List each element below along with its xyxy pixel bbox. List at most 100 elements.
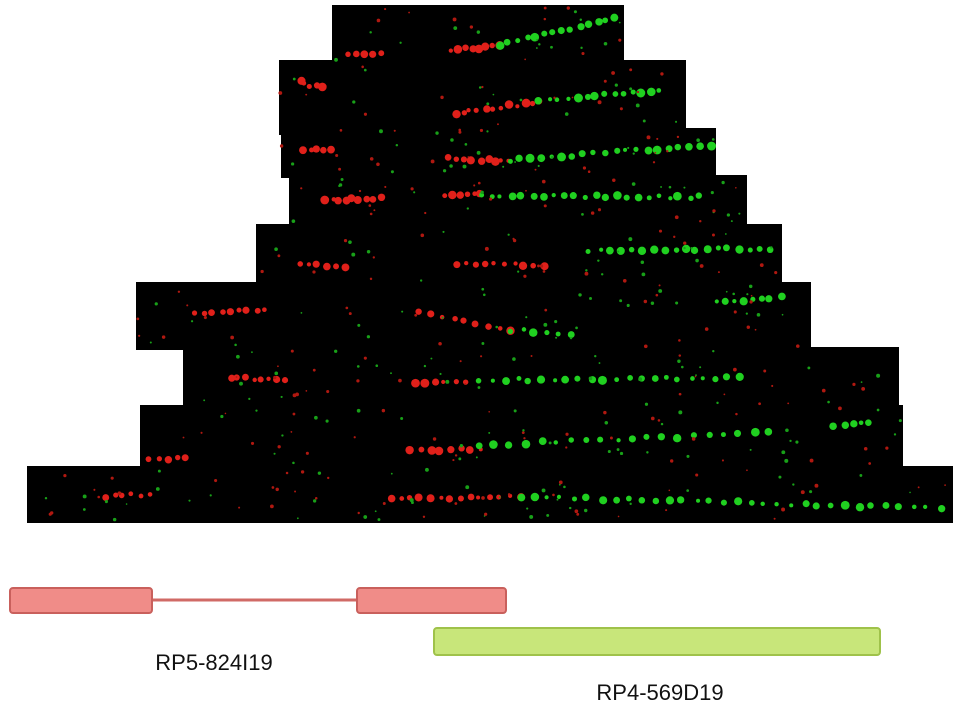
- signal-dot: [723, 373, 730, 380]
- signal-dot: [441, 380, 445, 384]
- signal-dot: [618, 516, 620, 518]
- signal-dot: [580, 47, 582, 49]
- signal-dot: [545, 495, 549, 499]
- signal-dot: [536, 47, 538, 49]
- signal-dot: [623, 148, 627, 152]
- signal-dot: [367, 250, 370, 253]
- signal-dot: [293, 413, 296, 416]
- signal-dot: [861, 381, 863, 383]
- signal-dot: [749, 285, 752, 288]
- signal-dot: [473, 262, 479, 268]
- signal-dot: [796, 344, 800, 348]
- signal-dot: [453, 17, 457, 21]
- signal-dot: [483, 293, 486, 296]
- signal-dot: [390, 372, 392, 374]
- signal-dot: [237, 308, 242, 313]
- signal-dot: [669, 490, 671, 492]
- signal-dot: [525, 316, 527, 318]
- signal-dot: [565, 433, 568, 436]
- signal-dot: [530, 101, 535, 106]
- signal-dot: [589, 297, 592, 300]
- signal-dot: [778, 293, 786, 301]
- signal-dot: [760, 502, 764, 506]
- signal-dot: [721, 432, 726, 437]
- signal-dot: [449, 48, 453, 52]
- signal-dot: [305, 94, 307, 96]
- signal-dot: [647, 195, 652, 200]
- signal-dot: [292, 219, 296, 223]
- signal-dot: [661, 247, 669, 255]
- signal-dot: [482, 261, 488, 267]
- signal-dot: [344, 239, 347, 242]
- signal-dot: [750, 449, 752, 451]
- signal-dot: [594, 355, 596, 357]
- signal-dot: [664, 375, 669, 380]
- signal-dot: [868, 462, 871, 465]
- signal-dot: [544, 7, 547, 10]
- signal-dot: [93, 489, 95, 491]
- signal-dot: [522, 440, 531, 449]
- signal-dot: [427, 494, 435, 502]
- signal-dot: [396, 144, 398, 146]
- signal-dot: [639, 497, 646, 504]
- signal-dot: [746, 469, 748, 471]
- signal-dot: [561, 192, 568, 199]
- signal-dot: [354, 196, 362, 204]
- signal-dot: [544, 330, 549, 335]
- signal-dot: [442, 193, 447, 198]
- signal-dot: [660, 186, 662, 188]
- signal-dot: [575, 509, 579, 513]
- signal-dot: [192, 310, 197, 315]
- signal-dot: [307, 84, 312, 89]
- signal-dot: [514, 161, 516, 163]
- signal-dot: [478, 182, 481, 185]
- signal-dot: [589, 377, 593, 381]
- signal-dot: [474, 108, 479, 113]
- signal-dot: [656, 294, 659, 297]
- signal-dot: [613, 191, 622, 200]
- signal-dot: [520, 99, 523, 102]
- signal-dot: [148, 492, 153, 497]
- signal-dot: [439, 373, 441, 375]
- signal-dot: [472, 321, 479, 328]
- signal-dot: [654, 152, 656, 154]
- signal-dot: [712, 233, 715, 236]
- signal-dot: [565, 112, 569, 116]
- page: RP5-824I19 RP4-569D19 (() => { const dat…: [0, 0, 953, 706]
- signal-dot: [314, 416, 318, 420]
- signal-dot: [363, 196, 370, 203]
- signal-dot: [885, 446, 888, 449]
- signal-dot: [399, 42, 401, 44]
- signal-dot: [490, 107, 495, 112]
- signal-dot: [318, 83, 327, 92]
- signal-dot: [338, 168, 341, 171]
- signal-dot: [618, 39, 621, 42]
- signal-dot: [297, 261, 303, 267]
- signal-dot: [575, 327, 578, 330]
- signal-dot: [367, 335, 370, 338]
- signal-dot: [715, 299, 719, 303]
- signal-dot: [105, 500, 108, 503]
- signal-dot: [637, 91, 639, 93]
- signal-dot: [453, 261, 460, 268]
- signal-dot: [550, 46, 553, 49]
- signal-dot: [335, 154, 338, 157]
- signal-dot: [865, 419, 872, 426]
- signal-dot: [454, 502, 457, 505]
- signal-dot: [696, 192, 702, 198]
- signal-dot: [424, 212, 426, 214]
- signal-dot: [712, 350, 714, 352]
- signal-dot: [274, 247, 278, 251]
- signal-dot: [440, 96, 443, 99]
- signal-dot: [695, 473, 698, 476]
- signal-dot: [415, 308, 421, 314]
- signal-dot: [504, 39, 511, 46]
- signal-dot: [572, 97, 574, 99]
- signal-dot: [570, 192, 577, 199]
- signal-dot: [707, 142, 716, 151]
- signal-dot: [537, 265, 540, 268]
- signal-dot: [522, 99, 531, 108]
- signal-dot: [617, 448, 620, 451]
- signal-dot: [537, 376, 545, 384]
- signal-dot: [307, 262, 311, 266]
